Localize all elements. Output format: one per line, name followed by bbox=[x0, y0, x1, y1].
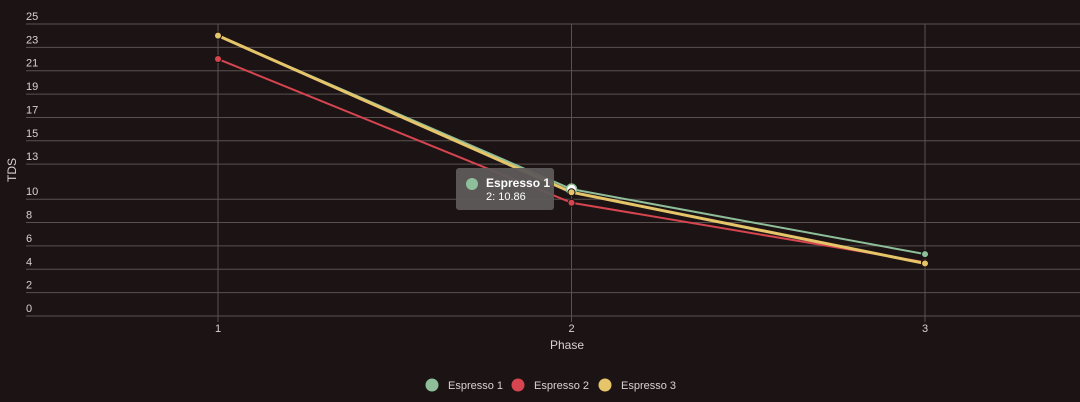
tooltip-box bbox=[456, 168, 554, 210]
legend-item-2[interactable]: Espresso 2 bbox=[511, 378, 590, 393]
legend-item-1[interactable]: Espresso 1 bbox=[425, 378, 504, 393]
data-point[interactable] bbox=[567, 188, 576, 197]
y-tick-label: 13 bbox=[26, 151, 38, 163]
data-point[interactable] bbox=[214, 55, 222, 64]
legend-label: Espresso 2 bbox=[534, 380, 589, 392]
series-points bbox=[214, 31, 929, 268]
tooltip: Espresso 12: 10.86 bbox=[456, 168, 554, 210]
y-tick-label: 25 bbox=[26, 11, 38, 23]
y-tick-label: 15 bbox=[26, 128, 38, 140]
legend-swatch bbox=[598, 378, 612, 392]
legend-swatch bbox=[425, 378, 439, 392]
tooltip-title: Espresso 1 bbox=[486, 176, 550, 190]
y-tick-label: 0 bbox=[26, 303, 32, 315]
data-point[interactable] bbox=[214, 31, 222, 40]
y-tick-label: 4 bbox=[26, 256, 32, 268]
tooltip-swatch bbox=[466, 178, 478, 190]
legend-label: Espresso 3 bbox=[621, 380, 676, 392]
legend-label: Espresso 1 bbox=[448, 380, 503, 392]
y-tick-label: 2 bbox=[26, 280, 32, 292]
y-tick-label: 21 bbox=[26, 58, 38, 70]
legend: Espresso 1 Espresso 2 Espresso 3 bbox=[425, 378, 677, 393]
x-tick-label: 2 bbox=[568, 323, 574, 335]
data-point[interactable] bbox=[921, 259, 929, 268]
data-point[interactable] bbox=[921, 250, 929, 259]
y-tick-label: 19 bbox=[26, 81, 38, 93]
tooltip-value: 2: 10.86 bbox=[486, 191, 526, 203]
y-tick-label: 8 bbox=[26, 210, 32, 222]
y-tick-label: 17 bbox=[26, 104, 38, 116]
x-tick-label: 3 bbox=[922, 323, 928, 335]
y-tick-label: 23 bbox=[26, 34, 38, 46]
legend-swatch bbox=[511, 378, 525, 392]
y-axis-title: TDS bbox=[5, 158, 19, 182]
x-axis-title: Phase bbox=[550, 338, 584, 352]
x-tick-label: 1 bbox=[215, 323, 221, 335]
y-tick-label: 6 bbox=[26, 233, 32, 245]
y-tick-label: 10 bbox=[26, 186, 38, 198]
data-point[interactable] bbox=[567, 198, 576, 207]
legend-item-3[interactable]: Espresso 3 bbox=[598, 378, 677, 393]
